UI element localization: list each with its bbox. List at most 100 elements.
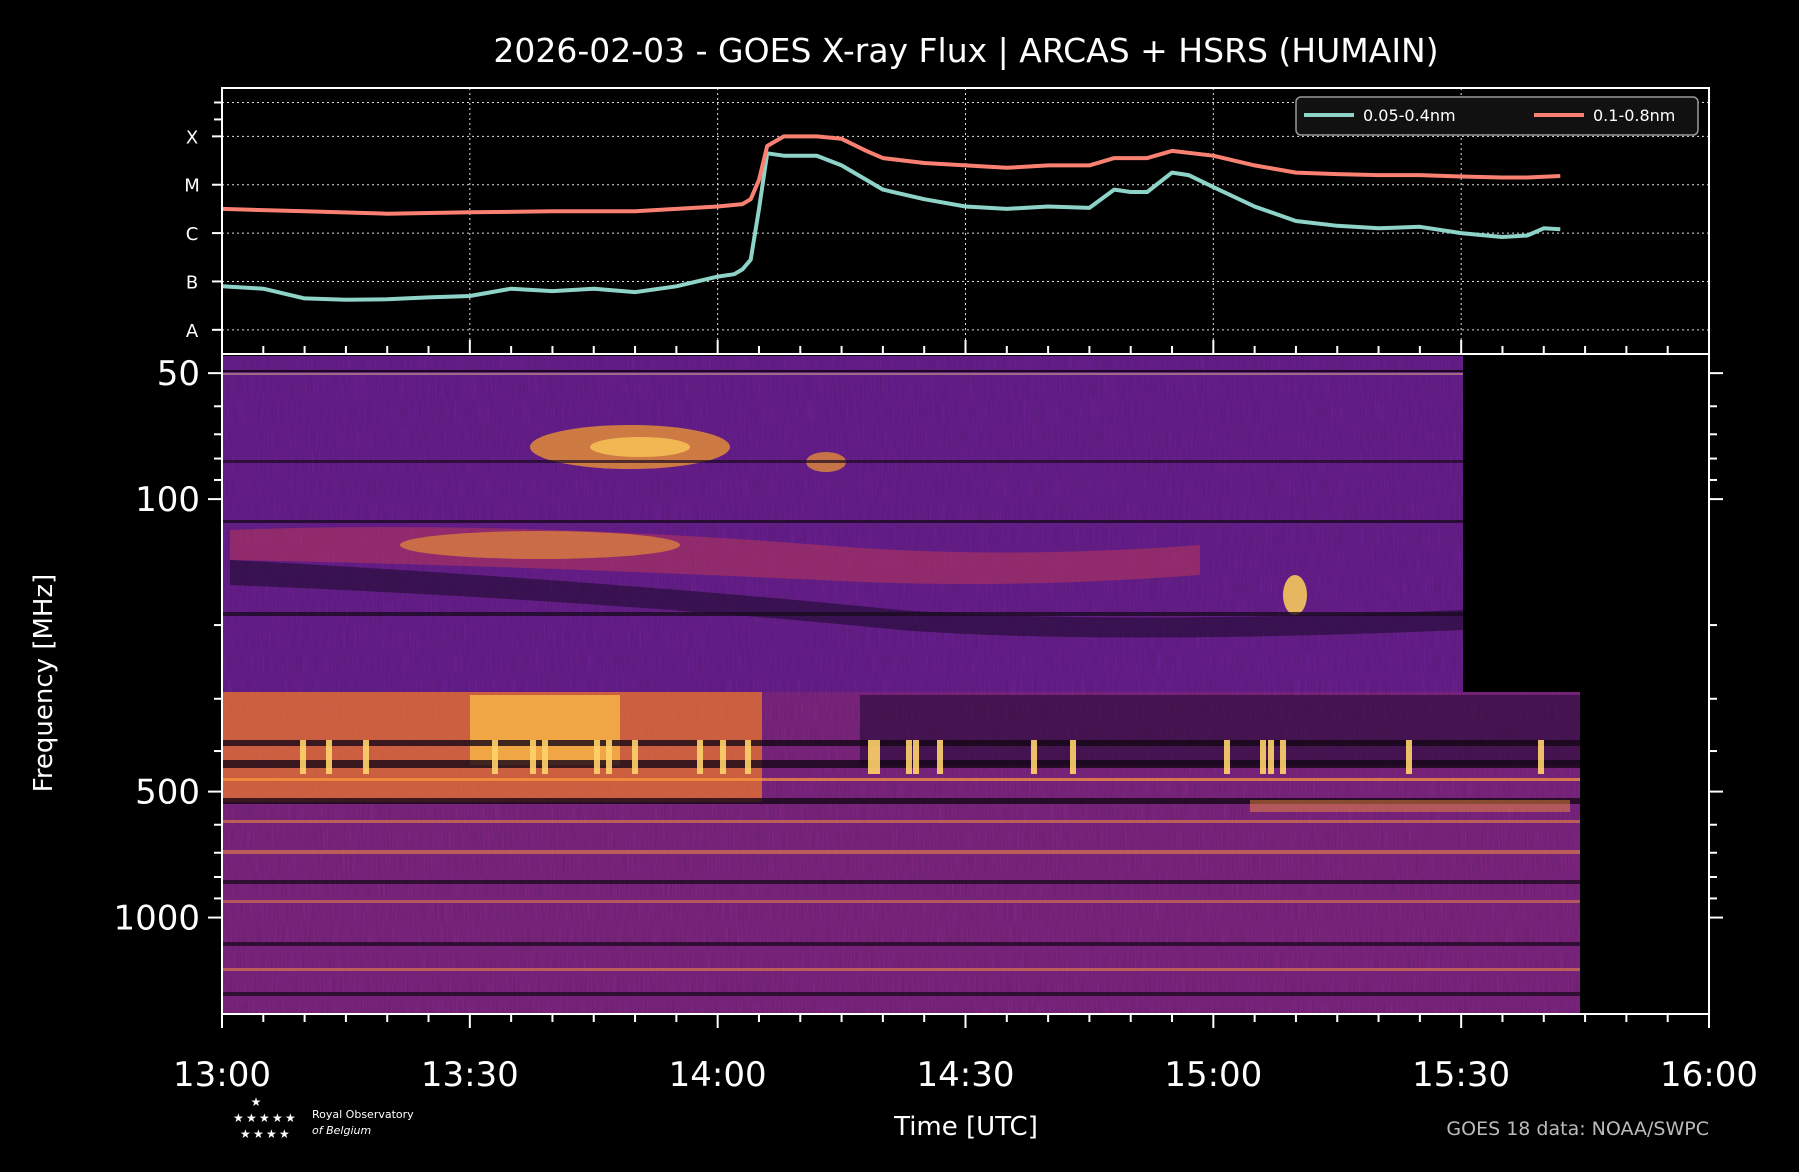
hsrs-line	[222, 798, 1580, 804]
hsrs-band	[222, 692, 1580, 1014]
hsrs-line	[222, 850, 1580, 854]
arcas-dark-lane	[230, 560, 1463, 638]
interference-spike	[937, 740, 943, 774]
goes-y-tick-label: A	[186, 321, 199, 342]
interference-spike	[874, 740, 880, 774]
svg-text:★: ★	[240, 1127, 251, 1141]
interference-spike	[530, 740, 536, 774]
interference-spike	[697, 740, 703, 774]
freq-tick-label: 500	[135, 773, 200, 813]
interference-spike	[1406, 740, 1412, 774]
arcas-burst-1-core	[590, 437, 690, 457]
goes-y-tick-label: M	[184, 176, 200, 197]
arcas-burst-3	[400, 531, 680, 559]
svg-text:★: ★	[251, 1095, 262, 1109]
arcas-line	[222, 612, 1463, 616]
interference-spike	[1260, 740, 1266, 774]
interference-spike	[1268, 740, 1274, 774]
hsrs-line	[222, 942, 1580, 946]
y-axis-label: Frequency [MHz]	[29, 574, 59, 793]
svg-text:★: ★	[266, 1127, 277, 1141]
arcas-line	[222, 460, 1463, 463]
interference-spike	[868, 740, 874, 774]
legend-label-series-1: 0.05-0.4nm	[1363, 106, 1456, 125]
hsrs-interference-spikes	[300, 740, 1544, 774]
logo-line-2: of Belgium	[312, 1124, 371, 1137]
interference-spike	[720, 740, 726, 774]
interference-spike	[300, 740, 306, 774]
svg-text:★: ★	[259, 1111, 270, 1125]
hsrs-line	[222, 992, 1580, 996]
hsrs-line	[222, 760, 1580, 768]
data-credit: GOES 18 data: NOAA/SWPC	[1446, 1118, 1709, 1140]
svg-text:★: ★	[233, 1111, 244, 1125]
hsrs-line	[222, 968, 1580, 971]
arcas-line	[222, 520, 1463, 523]
legend-box	[1295, 96, 1699, 136]
freq-tick-label: 100	[135, 480, 200, 520]
legend-label-series-2: 0.1-0.8nm	[1593, 106, 1675, 125]
hsrs-dark-region	[860, 695, 1580, 765]
goes-y-tick-label: C	[186, 224, 199, 245]
interference-spike	[492, 740, 498, 774]
arcas-line	[222, 373, 1463, 375]
svg-text:★: ★	[285, 1111, 296, 1125]
series-line-1	[222, 151, 1561, 302]
chart-title: 2026-02-03 - GOES X-ray Flux | ARCAS + H…	[493, 31, 1438, 70]
interference-spike	[606, 740, 612, 774]
hsrs-line	[222, 820, 1580, 823]
arcas-burst-4	[1283, 575, 1307, 615]
stars-icon: ★ ★ ★ ★ ★ ★ ★ ★ ★ ★	[233, 1095, 296, 1141]
interference-spike	[1538, 740, 1544, 774]
interference-spike	[1031, 740, 1037, 774]
svg-text:★: ★	[253, 1127, 264, 1141]
freq-tick-label: 1000	[113, 899, 200, 939]
interference-spike	[1280, 740, 1286, 774]
interference-spike	[594, 740, 600, 774]
goes-y-tick-label: X	[186, 127, 198, 148]
time-tick-label: 14:30	[917, 1055, 1015, 1095]
royal-observatory-logo: ★ ★ ★ ★ ★ ★ ★ ★ ★ ★ Royal Observatory of Bel…	[233, 1095, 414, 1141]
interference-spike	[906, 740, 912, 774]
arcas-band	[222, 356, 1463, 692]
logo-line-1: Royal Observatory	[312, 1108, 414, 1121]
interference-spike	[363, 740, 369, 774]
arcas-line	[222, 370, 1463, 372]
freq-tick-label: 50	[157, 354, 200, 394]
interference-spike	[913, 740, 919, 774]
svg-text:★: ★	[246, 1111, 257, 1125]
svg-text:★: ★	[272, 1111, 283, 1125]
frequency-axis: 50 100 500 1000	[113, 354, 1723, 939]
goes-panel: A B C M X 0.05-0.4nm 0.1-0.8nm	[184, 87, 1710, 355]
legend: 0.05-0.4nm 0.1-0.8nm	[1295, 96, 1699, 136]
goes-grid	[222, 88, 1709, 354]
hsrs-line	[222, 740, 1580, 746]
interference-spike	[1224, 740, 1230, 774]
time-axis: 13:00 13:30 14:00 14:30 15:00 15:30 16:00	[173, 1014, 1758, 1095]
goes-x-ticks	[221, 340, 1710, 354]
interference-spike	[745, 740, 751, 774]
hsrs-line	[222, 778, 1580, 781]
hsrs-line	[222, 880, 1580, 884]
time-tick-label: 13:30	[421, 1055, 519, 1095]
hsrs-late-emission	[1250, 800, 1570, 812]
hsrs-line	[222, 900, 1580, 903]
goes-y-axis: A B C M X	[184, 101, 222, 342]
interference-spike	[542, 740, 548, 774]
goes-y-tick-label: B	[186, 272, 198, 293]
time-tick-label: 16:00	[1660, 1055, 1758, 1095]
x-axis-label: Time [UTC]	[893, 1112, 1038, 1142]
spectrogram-panel: 13:00 13:30 14:00 14:30 15:00 15:30 16:00 50 10…	[113, 353, 1758, 1095]
series-line-2	[222, 134, 1561, 216]
interference-spike	[632, 740, 638, 774]
interference-spike	[1070, 740, 1076, 774]
goes-series	[222, 134, 1561, 302]
time-tick-label: 15:30	[1412, 1055, 1510, 1095]
interference-spike	[326, 740, 332, 774]
svg-text:★: ★	[279, 1127, 290, 1141]
arcas-noise	[222, 356, 1463, 692]
time-tick-label: 15:00	[1164, 1055, 1262, 1095]
time-tick-label: 13:00	[173, 1055, 271, 1095]
time-tick-label: 14:00	[669, 1055, 767, 1095]
